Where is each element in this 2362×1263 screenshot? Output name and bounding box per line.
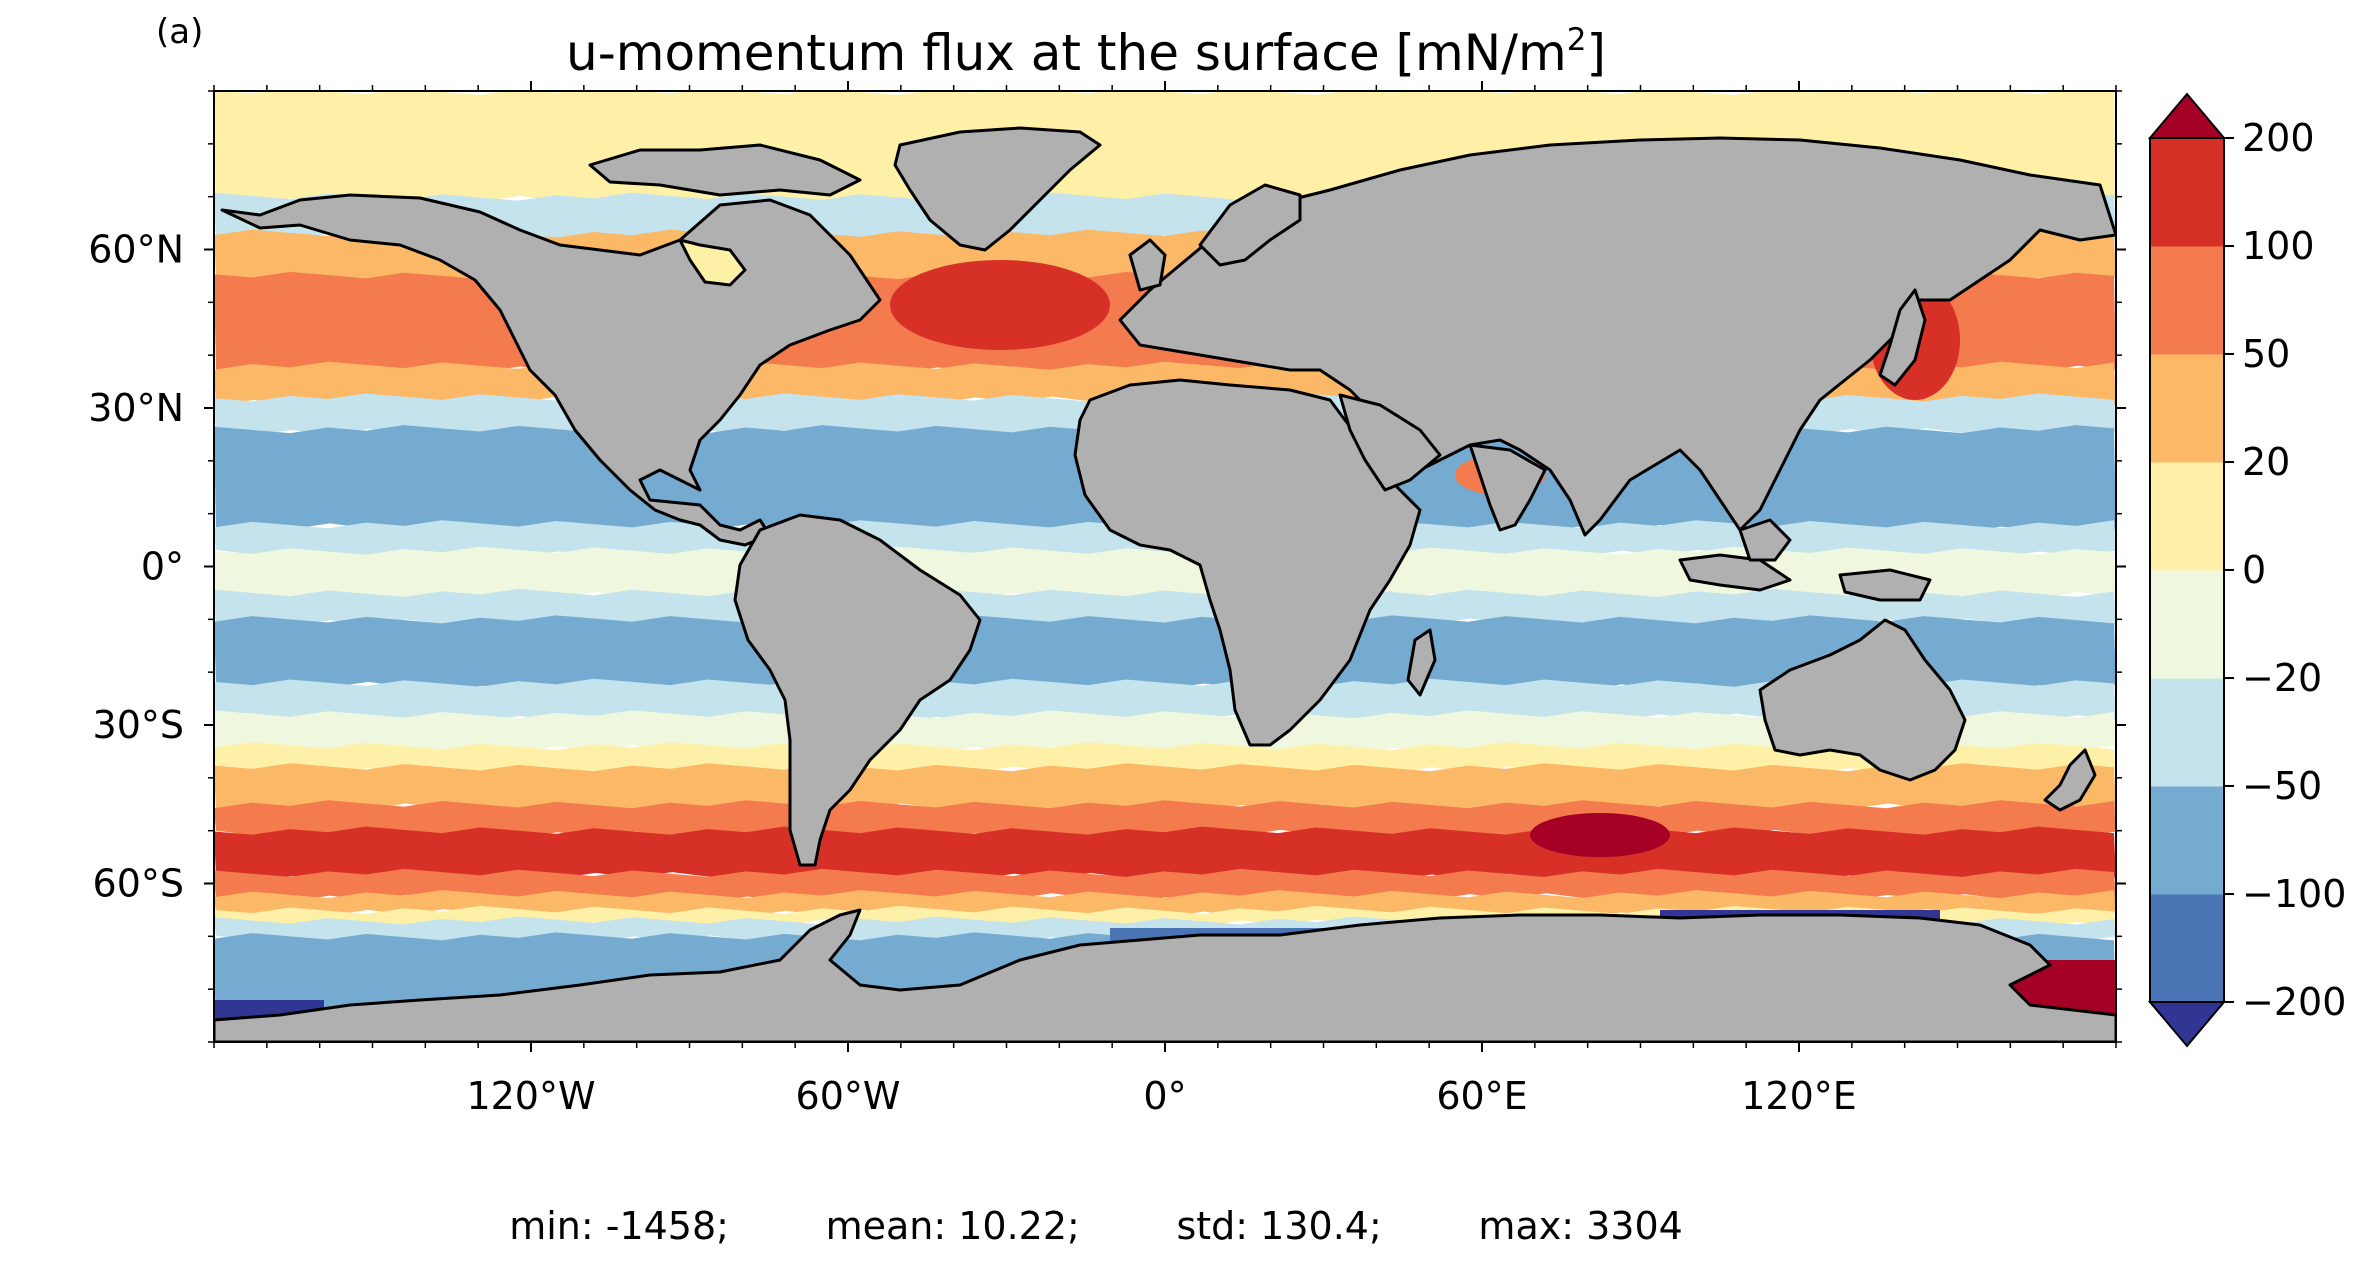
map-title-superscript: 2	[1566, 22, 1587, 58]
colorbar-tick-label: 200	[2242, 116, 2315, 160]
colorbar-segment	[2150, 786, 2224, 895]
land-indonesia	[1678, 553, 1792, 592]
stat-min: min: -1458;	[509, 1204, 729, 1248]
colorbar-tick-label: 50	[2242, 332, 2290, 376]
longitude-axis: 120°W 60°W 0° 60°E 120°E	[213, 81, 2117, 1118]
stat-max: max: 3304	[1478, 1204, 1683, 1248]
land-south-america	[733, 513, 982, 867]
map-title: u-momentum flux at the surface [mN/m2]	[0, 22, 2362, 82]
lon-tick-label: 60°E	[1436, 1074, 1527, 1118]
colorbar-segment	[2150, 246, 2224, 355]
colorbar-segment	[2150, 570, 2224, 679]
colorbar-segment	[2150, 894, 2224, 1003]
map-title-close: ]	[1586, 24, 1606, 82]
land-hudson-bay	[678, 238, 747, 287]
land-antarctica	[214, 908, 2116, 1042]
flux-band	[214, 615, 2116, 692]
land-arabia	[1338, 393, 1442, 492]
stat-std: std: 130.4;	[1176, 1204, 1382, 1248]
lat-tick-label: 0°	[141, 545, 184, 589]
lat-tick-label: 30°S	[93, 703, 184, 747]
lat-tick-label: 60°S	[93, 862, 184, 906]
land-british-isles	[1128, 238, 1167, 292]
colorbar-segment	[2150, 462, 2224, 571]
lat-tick-label: 30°N	[88, 386, 184, 430]
map-title-text: u-momentum flux at the surface [mN/m	[566, 24, 1567, 82]
colorbar-tick-label: 0	[2242, 548, 2266, 592]
land-india	[1468, 443, 1547, 532]
colorbar-segment	[2150, 138, 2224, 247]
land-new-zealand	[2043, 748, 2097, 812]
colorbar-tick-label: 20	[2242, 440, 2290, 484]
colorbar-segment	[2150, 354, 2224, 463]
colorbar-tick-label: −200	[2242, 980, 2346, 1024]
stats-line: min: -1458; mean: 10.22; std: 130.4; max…	[0, 1204, 2362, 1248]
lat-tick-label: 60°N	[88, 228, 184, 272]
flux-band	[214, 763, 2116, 814]
lon-tick-label: 0°	[1143, 1074, 1186, 1118]
land	[214, 126, 2116, 1042]
flux-band	[214, 546, 2116, 602]
land-arctic-islands	[588, 143, 862, 197]
colorbar-tick-label: −100	[2242, 872, 2346, 916]
latitude-axis: 60°N 30°N 0° 30°S 60°S	[88, 90, 2126, 1043]
lon-tick-label: 120°E	[1741, 1074, 1857, 1118]
land-madagascar	[1406, 628, 1437, 697]
land-new-guinea	[1838, 568, 1932, 602]
flux-blob-southern-ocean	[1530, 813, 1670, 857]
lon-tick-label: 120°W	[466, 1074, 595, 1118]
land-greenland	[893, 126, 1102, 252]
stat-mean: mean: 10.22;	[825, 1204, 1080, 1248]
map-area	[214, 91, 2116, 1042]
land-japan	[1878, 288, 1927, 387]
panel-label: (a)	[156, 12, 204, 52]
land-africa	[1073, 378, 1422, 747]
flux-blob-north-atlantic	[890, 260, 1110, 350]
lon-tick-label: 60°W	[796, 1074, 901, 1118]
colorbar-segment	[2150, 678, 2224, 787]
colorbar-tick-label: −20	[2242, 656, 2322, 700]
land-borneo	[1738, 518, 1792, 562]
colorbar-extend-max	[2147, 92, 2227, 139]
colorbar-tick-label: −50	[2242, 764, 2322, 808]
flux-band	[214, 678, 2116, 724]
colorbar-tick-label: 100	[2242, 224, 2315, 268]
land-australia	[1758, 618, 1967, 782]
colorbar-extend-min	[2147, 1001, 2227, 1048]
land-scandinavia	[1198, 183, 1302, 267]
